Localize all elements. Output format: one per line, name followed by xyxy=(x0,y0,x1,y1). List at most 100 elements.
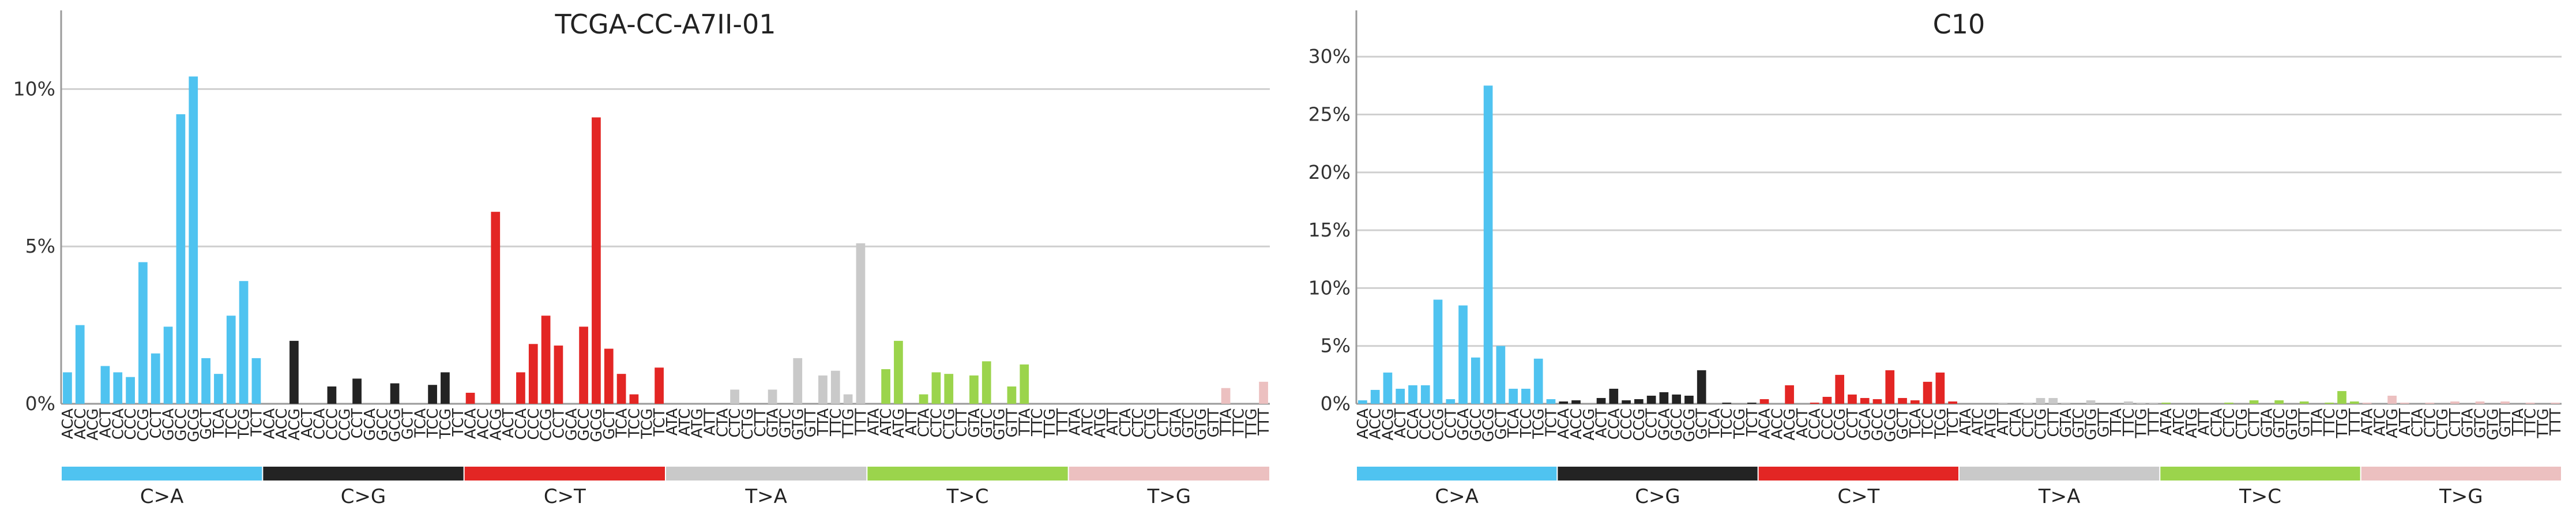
bar-CCC-37 xyxy=(528,344,538,404)
bar-TTC-61 xyxy=(2124,401,2133,404)
bar-ACC-17 xyxy=(1571,400,1581,404)
x-tick-label: ATT xyxy=(1995,408,2012,436)
bar-GCA-40 xyxy=(1860,397,1870,404)
x-tick-label: ACA xyxy=(1757,408,1774,439)
x-tick-label: CTA xyxy=(2409,408,2427,437)
bar-GTG-58 xyxy=(2086,400,2096,404)
x-tick-label: TCC xyxy=(1518,408,1535,438)
mutation-type-strip-5 xyxy=(1069,467,1269,481)
bar-GCG-26 xyxy=(1684,395,1694,404)
y-tick-label: 5% xyxy=(25,235,55,257)
bar-GCG-10 xyxy=(1483,85,1493,404)
x-tick-label: GTA xyxy=(2258,408,2276,438)
bar-GCC-41 xyxy=(1872,399,1882,404)
x-tick-label: GTA xyxy=(1167,408,1184,438)
bar-GCT-43 xyxy=(604,348,614,404)
x-tick-label: ATT xyxy=(2397,408,2414,436)
mutation-type-strip-4 xyxy=(2160,467,2360,481)
bar-GCC-9 xyxy=(1471,357,1480,404)
mutation-type-strip-0 xyxy=(62,467,262,481)
x-tick-label: GTA xyxy=(2460,408,2477,438)
bar-ACG-2 xyxy=(1383,372,1393,404)
bar-GCT-27 xyxy=(1697,370,1706,404)
mutation-type-label: T>C xyxy=(2239,485,2281,508)
bar-ACC-1 xyxy=(75,325,85,404)
x-tick-label: GTC xyxy=(2271,408,2288,438)
mutation-type-label: T>A xyxy=(2038,485,2081,508)
x-tick-label: CCG xyxy=(538,408,555,441)
bar-CTC-69 xyxy=(2224,402,2233,404)
bar-GTT-75 xyxy=(1007,386,1017,404)
bar-CCA-20 xyxy=(1609,388,1619,404)
bar-TCT-15 xyxy=(1546,399,1556,404)
bar-CTC-69 xyxy=(931,372,941,404)
bar-CTT-87 xyxy=(2450,401,2460,404)
x-tick-label: GCT xyxy=(1894,408,1912,440)
x-tick-label: GTA xyxy=(966,408,983,438)
bar-ACA-32 xyxy=(465,392,475,404)
x-tick-label: GTG xyxy=(1193,408,1210,440)
y-tick-label: 15% xyxy=(1308,219,1351,241)
bar-CCG-38 xyxy=(1835,374,1845,404)
bar-CCG-38 xyxy=(541,316,551,404)
y-tick-label: 0% xyxy=(1321,392,1351,415)
mutation-type-label: C>A xyxy=(140,485,184,508)
x-tick-label: CTA xyxy=(714,408,731,437)
x-tick-label: ATG xyxy=(1982,408,1999,438)
bar-CTT-71 xyxy=(2249,400,2259,404)
bar-ATC-65 xyxy=(881,369,890,404)
y-tick-label: 0% xyxy=(25,392,55,415)
bar-CTC-53 xyxy=(730,389,739,404)
bar-CCG-6 xyxy=(1433,299,1443,404)
bar-TCG-46 xyxy=(1935,372,1945,404)
x-tick-label: ATT xyxy=(903,408,920,436)
bar-GTG-58 xyxy=(793,358,803,404)
bar-ATT-51 xyxy=(1998,402,2008,404)
bar-CCC-21 xyxy=(1622,400,1631,404)
x-tick-label: ATC xyxy=(2171,408,2188,436)
bar-ACG-34 xyxy=(491,212,501,404)
x-tick-label: CTG xyxy=(2434,408,2451,440)
x-tick-label: TCA xyxy=(1706,408,1723,438)
bar-CCG-22 xyxy=(1634,399,1644,404)
mutation-type-label: T>C xyxy=(946,485,989,508)
bar-CCC-5 xyxy=(126,377,135,404)
x-tick-label: ACT xyxy=(500,408,517,438)
mutation-type-strip-0 xyxy=(1357,467,1557,481)
bar-GTC-73 xyxy=(981,361,991,404)
x-tick-label: GCT xyxy=(1492,408,1510,440)
x-tick-label: CCA xyxy=(513,408,530,440)
x-tick-label: CCC xyxy=(1819,408,1836,440)
x-tick-label: CTC xyxy=(1130,408,1147,438)
x-tick-label: GCC xyxy=(1468,408,1485,441)
x-tick-label: TCA xyxy=(614,408,631,438)
x-tick-label: CCA xyxy=(1605,408,1623,440)
x-tick-label: ATG xyxy=(2183,408,2201,438)
x-tick-label: ACT xyxy=(97,408,114,438)
bar-TCA-44 xyxy=(616,374,626,404)
x-tick-label: TCG xyxy=(638,408,656,440)
x-tick-label: GTA xyxy=(765,408,782,438)
bar-CCA-4 xyxy=(113,372,123,404)
mutation-type-label: T>G xyxy=(2439,485,2483,508)
x-tick-label: TTT xyxy=(852,408,870,436)
x-tick-label: GTC xyxy=(2070,408,2088,438)
x-tick-label: ACG xyxy=(1379,408,1397,441)
bar-CCC-5 xyxy=(1420,385,1430,404)
x-tick-label: GTC xyxy=(979,408,996,438)
x-tick-label: CTA xyxy=(2208,408,2225,437)
x-tick-label: GTG xyxy=(2484,408,2502,440)
bar-CCA-4 xyxy=(1408,385,1417,404)
x-tick-label: GCT xyxy=(601,408,618,440)
bar-TCT-47 xyxy=(655,367,664,404)
x-tick-label: TTC xyxy=(1029,408,1046,437)
bar-ACA-16 xyxy=(1559,401,1569,404)
x-tick-label: TTG xyxy=(1041,408,1059,438)
x-tick-label: GCG xyxy=(588,408,606,442)
bar-GTA-56 xyxy=(2061,402,2070,404)
x-tick-label: GCA xyxy=(1857,408,1874,441)
mutation-type-strip-3 xyxy=(666,467,867,481)
x-tick-label: TTT xyxy=(2346,408,2364,436)
bar-CCG-6 xyxy=(138,262,148,404)
x-tick-label: ATG xyxy=(689,408,706,438)
